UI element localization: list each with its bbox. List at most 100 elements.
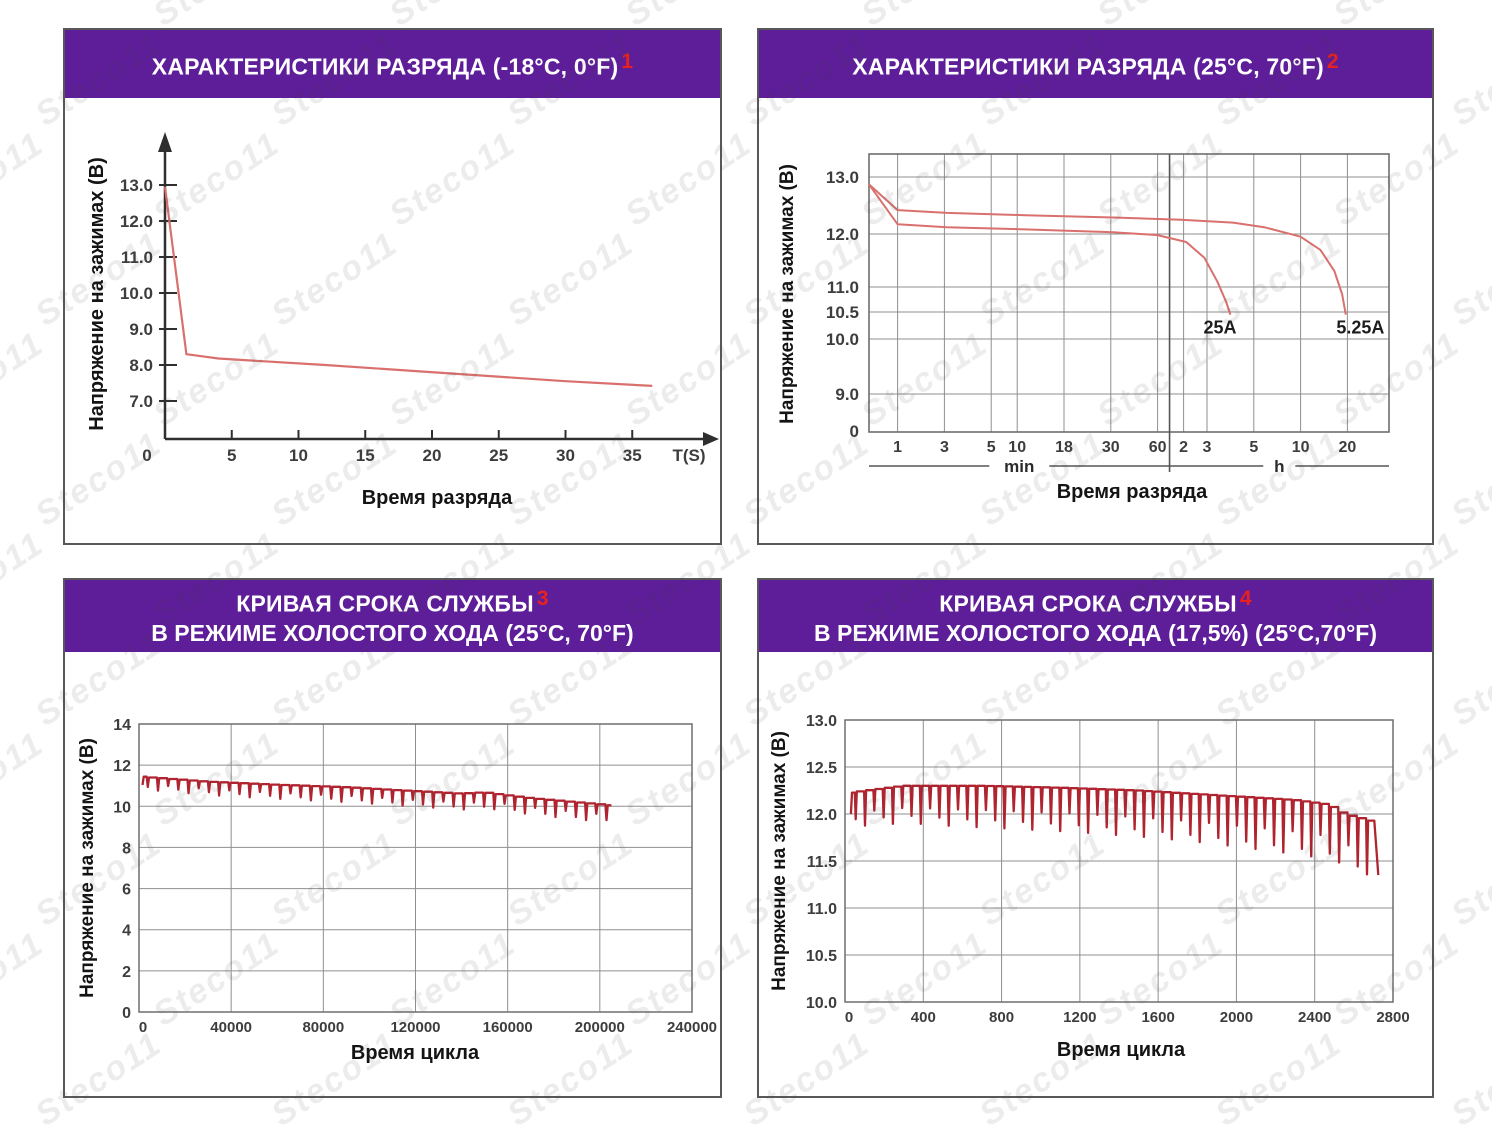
svg-text:80000: 80000 <box>302 1019 344 1036</box>
svg-text:800: 800 <box>989 1009 1014 1026</box>
svg-text:14: 14 <box>113 717 131 734</box>
svg-text:0: 0 <box>139 1019 147 1036</box>
axis-labels: 0 2 4 6 8 10 12 14 0 40000 80000 120000 160000 200000… <box>113 717 717 1036</box>
svg-text:13.0: 13.0 <box>826 168 859 187</box>
svg-text:11.5: 11.5 <box>807 854 837 871</box>
axis-labels: 10.0 10.5 11.0 11.5 12.0 12.5 13.0 0 400 800 1200 1… <box>806 713 1410 1026</box>
panel-title-text: ХАРАКТЕРИСТИКИ РАЗРЯДА (-18°C, 0°F) <box>151 53 619 80</box>
axis-labels: 13.012.011.010.510.09.001 3 5 10 18 30 60 2 3 5 10… <box>826 168 1389 476</box>
service-life-chart: 0 2 4 6 8 10 12 14 0 40000 80000 120000 160000 200000… <box>65 652 720 1096</box>
svg-text:0: 0 <box>850 422 859 441</box>
svg-text:2800: 2800 <box>1376 1009 1409 1026</box>
svg-text:9.0: 9.0 <box>835 385 859 404</box>
svg-text:3: 3 <box>940 439 949 456</box>
panel-title-text: КРИВАЯ СРОКА СЛУЖБЫ <box>236 591 534 618</box>
svg-text:12.5: 12.5 <box>806 760 837 777</box>
svg-text:10.0: 10.0 <box>806 995 837 1012</box>
watermark-text: Steco11 <box>619 1125 759 1129</box>
curve-5.25A <box>868 183 1347 315</box>
watermark-text: Steco11 <box>1327 1125 1467 1129</box>
svg-text:0: 0 <box>142 446 151 465</box>
svg-text:2000: 2000 <box>1220 1009 1253 1026</box>
svg-text:Время цикла: Время цикла <box>351 1042 480 1064</box>
svg-text:10: 10 <box>1292 439 1310 456</box>
panel-title: ХАРАКТЕРИСТИКИ РАЗРЯДА (25°C, 70°F) 2 <box>852 47 1339 81</box>
svg-text:25A: 25A <box>1203 318 1236 338</box>
watermark-text: Steco11 <box>1444 24 1492 134</box>
svg-text:Напряжение на зажимах (В): Напряжение на зажимах (В) <box>86 157 108 431</box>
panel-service-life-header: КРИВАЯ СРОКА СЛУЖБЫ 3 В РЕЖИМЕ ХОЛОСТОГО … <box>65 580 720 652</box>
watermark-text: Steco11 <box>1444 224 1492 334</box>
svg-text:13.0: 13.0 <box>806 713 837 730</box>
panel-discharge-cold: ХАРАКТЕРИСТИКИ РАЗРЯДА (-18°C, 0°F) 1 13.… <box>63 28 722 545</box>
watermark-text: Steco11 <box>1444 424 1492 534</box>
discharge-warm-svg: 13.012.011.010.510.09.001 3 5 10 18 30 60 2 3 5 10… <box>777 153 1390 503</box>
svg-text:2: 2 <box>122 964 131 981</box>
curve-25A <box>868 183 1232 316</box>
discharge-cold-svg: 13.0 12.0 11.0 10.0 9.0 8.0 7.0 0 5 10 15 20 25 30 35 T… <box>86 132 719 509</box>
svg-text:1200: 1200 <box>1063 1009 1096 1026</box>
svg-text:12.0: 12.0 <box>826 225 859 244</box>
watermark-text: Steco11 <box>0 124 51 234</box>
discharge-cold-chart: 13.0 12.0 11.0 10.0 9.0 8.0 7.0 0 5 10 15 20 25 30 35 T… <box>65 98 720 543</box>
svg-text:35: 35 <box>623 446 642 465</box>
watermark-text: Steco11 <box>0 0 51 34</box>
svg-text:10.0: 10.0 <box>826 330 859 349</box>
svg-text:20: 20 <box>423 446 442 465</box>
watermark-text: Steco11 <box>0 924 51 1034</box>
svg-text:11.0: 11.0 <box>827 278 859 297</box>
svg-text:10: 10 <box>113 799 131 816</box>
svg-text:6: 6 <box>122 882 131 899</box>
svg-text:12.0: 12.0 <box>806 807 837 824</box>
panel-discharge-cold-header: ХАРАКТЕРИСТИКИ РАЗРЯДА (-18°C, 0°F) 1 <box>65 30 720 98</box>
svg-text:Напряжение на зажимах (В): Напряжение на зажимах (В) <box>77 738 98 998</box>
cycle-life-curve <box>849 784 1380 876</box>
svg-text:3: 3 <box>1203 439 1212 456</box>
svg-text:18: 18 <box>1055 439 1073 456</box>
svg-text:Напряжение на зажимах (В): Напряжение на зажимах (В) <box>769 731 790 991</box>
svg-text:8: 8 <box>122 840 131 857</box>
svg-text:60: 60 <box>1149 439 1167 456</box>
panel-service-life-175-header: КРИВАЯ СРОКА СЛУЖБЫ 4 В РЕЖИМЕ ХОЛОСТОГО … <box>759 580 1432 652</box>
svg-text:8.0: 8.0 <box>129 356 153 375</box>
panel-title: КРИВАЯ СРОКА СЛУЖБЫ 3 <box>236 584 549 618</box>
watermark-text: Steco11 <box>1444 624 1492 734</box>
panel-service-life-175: КРИВАЯ СРОКА СЛУЖБЫ 4 В РЕЖИМЕ ХОЛОСТОГО … <box>757 578 1434 1098</box>
svg-text:5.25A: 5.25A <box>1336 318 1384 338</box>
svg-text:20: 20 <box>1339 439 1357 456</box>
service-life-175-svg: 10.0 10.5 11.0 11.5 12.0 12.5 13.0 0 400 800 1200 1… <box>769 713 1410 1061</box>
discharge-curve <box>163 186 653 387</box>
watermark-text: Steco11 <box>383 1125 523 1129</box>
panel-title: КРИВАЯ СРОКА СЛУЖБЫ 4 <box>939 584 1252 618</box>
title-ref-number: 3 <box>536 587 549 611</box>
watermark-text: Steco11 <box>0 1125 51 1129</box>
grid <box>138 723 693 1013</box>
panel-title-text: КРИВАЯ СРОКА СЛУЖБЫ <box>939 591 1237 618</box>
svg-text:1600: 1600 <box>1141 1009 1174 1026</box>
watermark-text: Steco11 <box>0 324 51 434</box>
panel-discharge-warm-header: ХАРАКТЕРИСТИКИ РАЗРЯДА (25°C, 70°F) 2 <box>759 30 1432 98</box>
grid <box>868 153 1390 472</box>
svg-text:Время разряда: Время разряда <box>1057 481 1208 503</box>
svg-text:Время цикла: Время цикла <box>1057 1039 1186 1061</box>
svg-text:10: 10 <box>289 446 308 465</box>
svg-text:11.0: 11.0 <box>807 901 837 918</box>
cycle-life-curve <box>141 775 612 822</box>
svg-text:10.5: 10.5 <box>806 948 837 965</box>
panel-discharge-warm: ХАРАКТЕРИСТИКИ РАЗРЯДА (25°C, 70°F) 2 13.… <box>757 28 1434 545</box>
panel-title-text: ХАРАКТЕРИСТИКИ РАЗРЯДА (25°C, 70°F) <box>852 53 1324 80</box>
svg-text:10.5: 10.5 <box>826 303 859 322</box>
svg-text:5: 5 <box>227 446 236 465</box>
svg-text:1: 1 <box>893 439 902 456</box>
watermark-text: Steco11 <box>855 1125 995 1129</box>
svg-text:5: 5 <box>1249 439 1258 456</box>
svg-text:2400: 2400 <box>1298 1009 1331 1026</box>
svg-text:10: 10 <box>1008 439 1026 456</box>
watermark-text: Steco11 <box>147 1125 287 1129</box>
svg-text:h: h <box>1274 457 1284 476</box>
title-ref-number: 2 <box>1326 49 1339 73</box>
watermark-text: Steco11 <box>0 724 51 834</box>
panel-service-life: КРИВАЯ СРОКА СЛУЖБЫ 3 В РЕЖИМЕ ХОЛОСТОГО … <box>63 578 722 1098</box>
service-life-svg: 0 2 4 6 8 10 12 14 0 40000 80000 120000 160000 200000… <box>77 717 717 1064</box>
svg-text:12.0: 12.0 <box>120 212 153 231</box>
